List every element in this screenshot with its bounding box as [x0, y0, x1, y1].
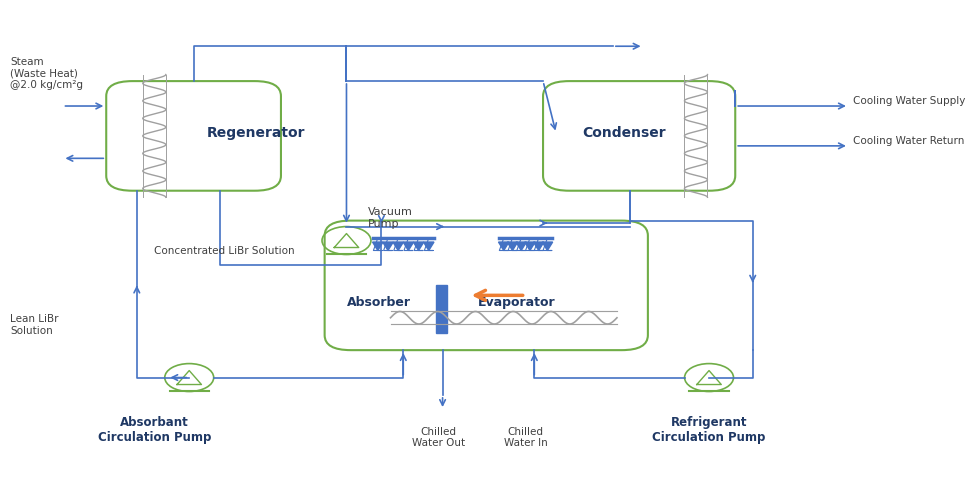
Text: Regenerator: Regenerator: [206, 126, 305, 140]
Text: Cooling Water Return: Cooling Water Return: [853, 136, 963, 146]
Text: Steam
(Waste Heat)
@2.0 kg/cm²g: Steam (Waste Heat) @2.0 kg/cm²g: [10, 57, 83, 90]
Text: Refrigerant
Circulation Pump: Refrigerant Circulation Pump: [652, 416, 765, 444]
Polygon shape: [542, 242, 552, 250]
Text: Absorber: Absorber: [346, 296, 410, 309]
Text: Chilled
Water Out: Chilled Water Out: [411, 426, 464, 448]
Text: Cooling Water Supply: Cooling Water Supply: [853, 96, 964, 106]
FancyBboxPatch shape: [107, 81, 281, 191]
Polygon shape: [392, 242, 403, 250]
Polygon shape: [413, 242, 423, 250]
Polygon shape: [403, 242, 413, 250]
Polygon shape: [372, 242, 383, 250]
Polygon shape: [507, 242, 517, 250]
Polygon shape: [383, 242, 392, 250]
Polygon shape: [524, 242, 535, 250]
Polygon shape: [533, 242, 544, 250]
FancyBboxPatch shape: [543, 81, 735, 191]
FancyBboxPatch shape: [325, 220, 647, 350]
Text: Concentrated LiBr Solution: Concentrated LiBr Solution: [154, 245, 295, 256]
Text: Vacuum
Pump: Vacuum Pump: [368, 207, 413, 229]
Polygon shape: [516, 242, 526, 250]
Text: Chilled
Water In: Chilled Water In: [503, 426, 547, 448]
Polygon shape: [423, 242, 433, 250]
Text: Absorbant
Circulation Pump: Absorbant Circulation Pump: [98, 416, 210, 444]
Text: Lean LiBr
Solution: Lean LiBr Solution: [10, 315, 58, 336]
Polygon shape: [498, 242, 509, 250]
Text: Evaporator: Evaporator: [477, 296, 554, 309]
Polygon shape: [435, 286, 447, 333]
Text: Condenser: Condenser: [581, 126, 666, 140]
